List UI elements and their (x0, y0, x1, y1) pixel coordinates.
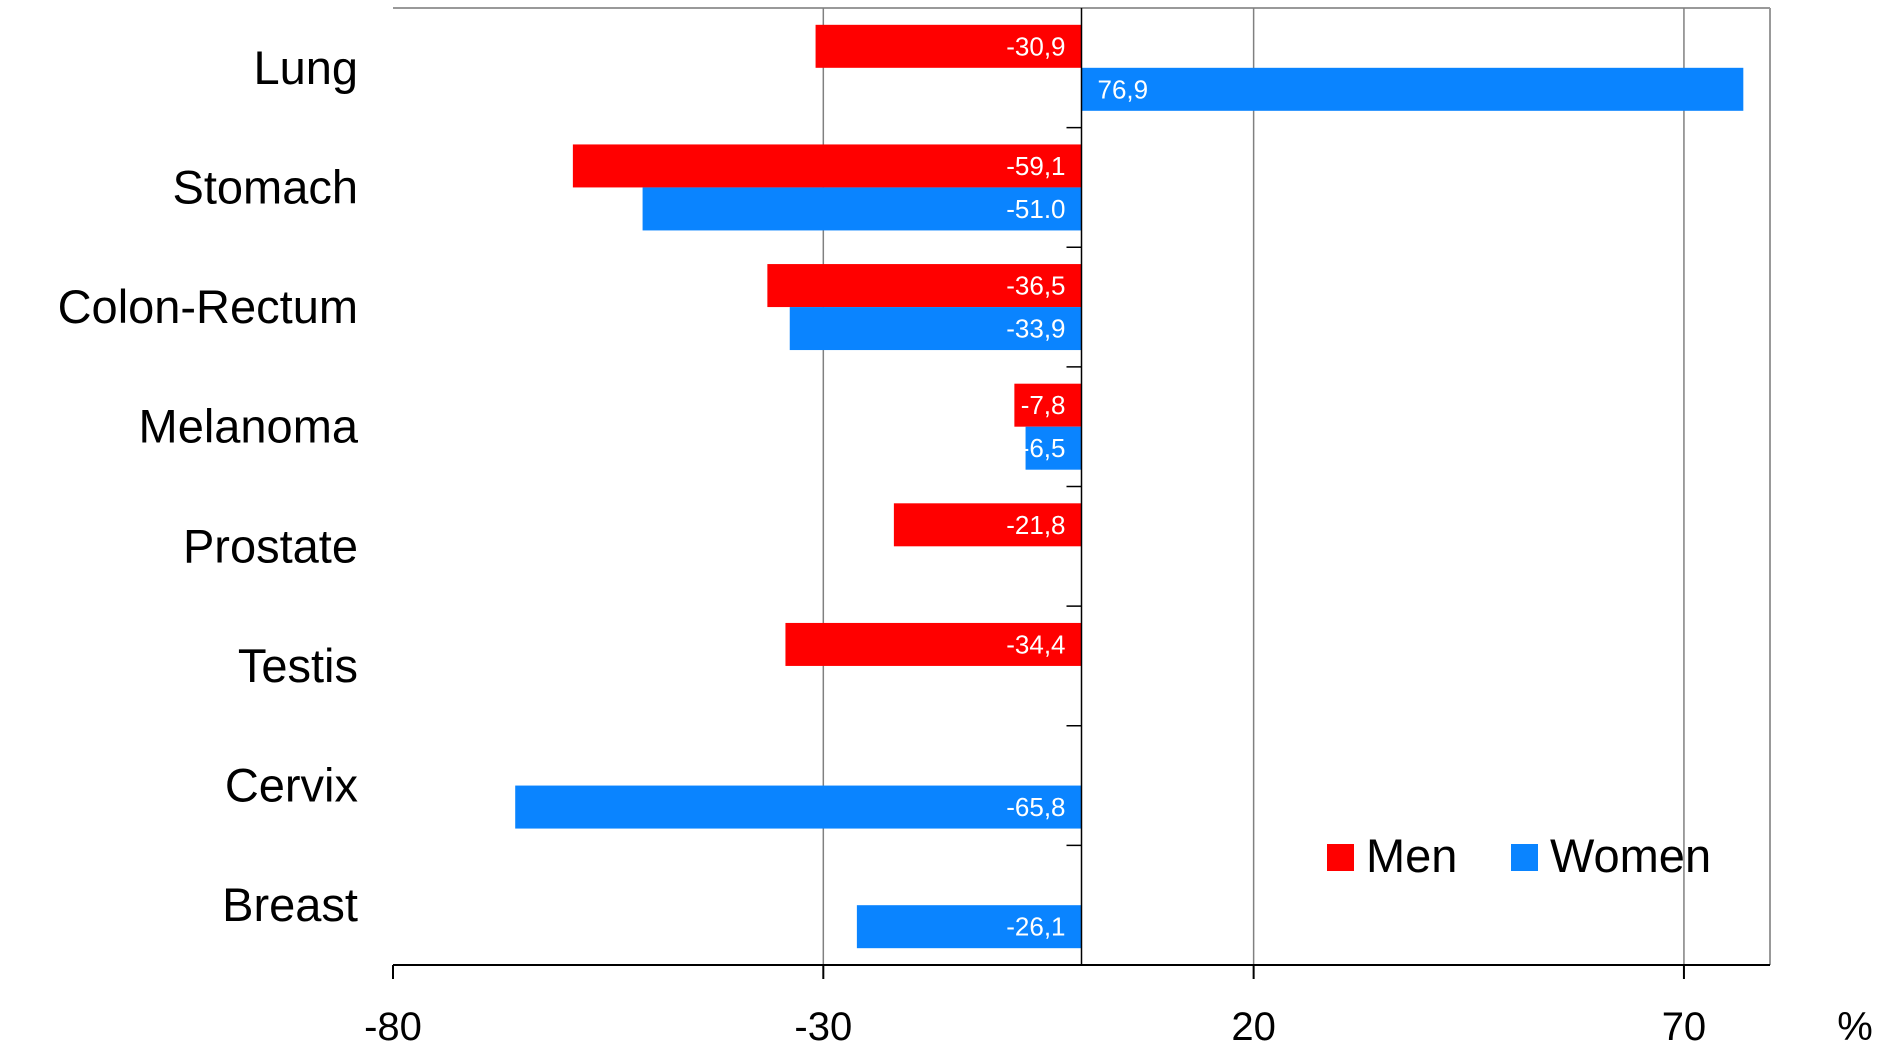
data-labels: -30,9 76,9 -59,1 -51.0 -36,5 -33,9 -7,8 -6,5 -21… (1006, 31, 1148, 941)
legend-swatch-women (1511, 844, 1538, 871)
data-label: -36,5 (1006, 271, 1065, 301)
data-label: -7,8 (1021, 390, 1066, 420)
category-labels: Lung Stomach Colon-Rectum Melanoma Prostate T… (58, 41, 359, 931)
data-label: -51.0 (1006, 194, 1065, 224)
x-tick-label: 20 (1231, 1005, 1276, 1049)
bar-men-stomach (572, 144, 1082, 188)
category-label: Lung (253, 41, 358, 94)
data-label: -6,5 (1021, 433, 1066, 463)
legend-label-women: Women (1550, 829, 1711, 882)
bar-women-breast (856, 905, 1082, 949)
bar-men-prostate (893, 503, 1082, 547)
bar-men-melanoma (1014, 383, 1082, 427)
legend: Men Women (1327, 829, 1711, 882)
bar-women-cervix (515, 785, 1082, 829)
category-label: Prostate (183, 519, 358, 572)
x-unit-label: % (1837, 1005, 1873, 1049)
data-label: -34,4 (1006, 629, 1065, 659)
bar-women-colon-rectum (789, 307, 1082, 351)
category-label: Melanoma (139, 400, 359, 453)
data-label: 76,9 (1098, 74, 1149, 104)
bars (515, 24, 1744, 949)
bar-men-lung (815, 24, 1082, 68)
category-label: Stomach (173, 160, 358, 213)
axes (392, 8, 1770, 979)
bar-men-testis (785, 622, 1082, 666)
bar-men-colon-rectum (767, 264, 1082, 308)
category-label: Testis (238, 639, 358, 692)
x-tick-label: -30 (794, 1005, 852, 1049)
data-label: -21,8 (1006, 510, 1065, 540)
data-label: -59,1 (1006, 151, 1065, 181)
category-label: Cervix (225, 759, 358, 812)
x-tick-labels: -80 -30 20 70% (364, 1005, 1873, 1049)
data-label: -26,1 (1006, 912, 1065, 942)
bar-women-lung (1081, 67, 1744, 111)
x-tick-label: 70 (1662, 1005, 1707, 1049)
legend-label-men: Men (1366, 829, 1457, 882)
data-label: -30,9 (1006, 31, 1065, 61)
category-label: Breast (222, 878, 358, 931)
data-label: -33,9 (1006, 314, 1065, 344)
x-tick-label: -80 (364, 1005, 422, 1049)
bar-women-melanoma (1025, 426, 1082, 470)
category-label: Colon-Rectum (58, 280, 358, 333)
bar-women-stomach (642, 187, 1082, 231)
legend-swatch-men (1327, 844, 1354, 871)
data-label: -65,8 (1006, 792, 1065, 822)
